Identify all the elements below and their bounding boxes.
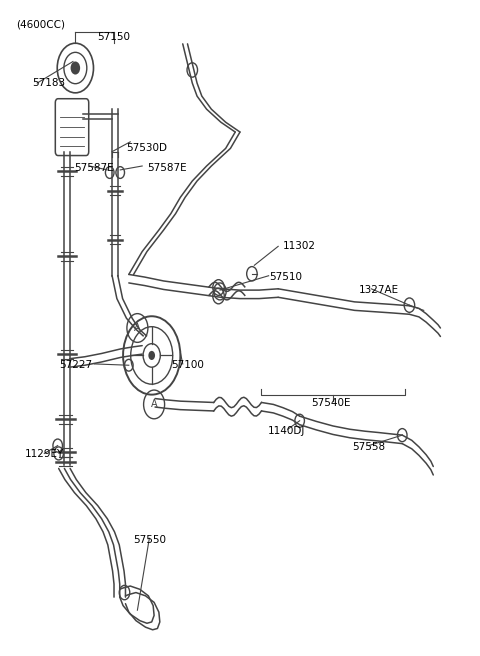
Text: 1327AE: 1327AE xyxy=(359,285,398,295)
Text: 57150: 57150 xyxy=(97,32,130,43)
FancyBboxPatch shape xyxy=(55,98,89,155)
Text: 1140DJ: 1140DJ xyxy=(268,426,305,436)
Text: (4600CC): (4600CC) xyxy=(16,19,65,30)
Text: 11302: 11302 xyxy=(283,241,316,251)
Text: A: A xyxy=(134,323,141,333)
Text: 1129EY: 1129EY xyxy=(24,449,64,459)
Circle shape xyxy=(148,351,155,360)
Circle shape xyxy=(71,62,80,75)
Text: 57587E: 57587E xyxy=(147,163,187,173)
Text: 57510: 57510 xyxy=(269,272,302,282)
Text: 57558: 57558 xyxy=(352,442,385,452)
Text: 57100: 57100 xyxy=(171,360,204,370)
Text: A: A xyxy=(151,400,157,409)
Text: 57550: 57550 xyxy=(133,535,166,545)
Text: 57227: 57227 xyxy=(59,360,92,370)
Text: 57540E: 57540E xyxy=(311,398,350,408)
Text: 57183: 57183 xyxy=(33,78,66,88)
Text: 57587E: 57587E xyxy=(74,163,114,173)
Text: 57530D: 57530D xyxy=(126,144,168,154)
